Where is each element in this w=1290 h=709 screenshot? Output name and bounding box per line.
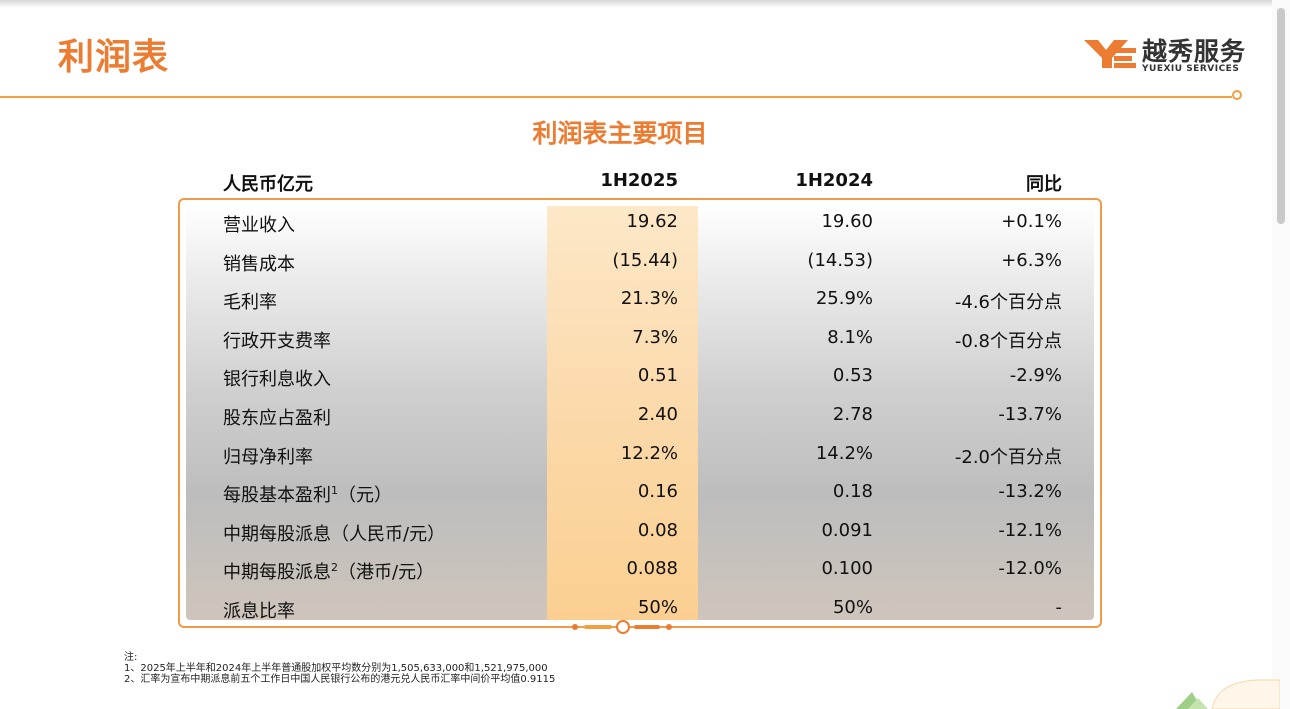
value-yoy: -13.7% <box>998 404 1062 425</box>
row-label: 中期每股派息（人民币/元） <box>223 520 445 546</box>
table-row: 中期每股派息（人民币/元） 0.08 0.091 -12.1% <box>178 512 1102 550</box>
table-row: 营业收入 19.62 19.60 +0.1% <box>178 203 1102 241</box>
footnote-ref: 1 <box>331 484 338 498</box>
pager-dot[interactable] <box>572 624 578 630</box>
row-label-suffix: （港币/元） <box>338 562 435 584</box>
header-divider <box>0 96 1232 98</box>
value-1h2024: 8.1% <box>827 326 873 348</box>
table-row: 银行利息收入 0.51 0.53 -2.9% <box>178 357 1102 395</box>
pager-dot[interactable] <box>666 624 672 630</box>
value-1h2024: 0.100 <box>821 558 873 580</box>
value-1h2024: (14.53) <box>807 249 873 271</box>
scrollbar[interactable] <box>1272 0 1290 709</box>
value-1h2024: 0.53 <box>832 365 873 387</box>
value-1h2025: 7.3% <box>632 326 678 348</box>
row-label: 派息比率 <box>223 597 295 623</box>
value-1h2025: (15.44) <box>612 249 678 271</box>
pager-bar[interactable] <box>584 625 612 629</box>
row-label-text: 派息比率 <box>223 601 295 622</box>
value-1h2024: 25.9% <box>815 288 873 310</box>
value-yoy: -12.0% <box>998 558 1062 580</box>
table-row: 归母净利率 12.2% 14.2% -2.0个百分点 <box>178 435 1102 473</box>
header-divider-dot <box>1232 90 1242 100</box>
logo-text-en: YUEXIU SERVICES <box>1142 64 1240 74</box>
logo-text-cn: 越秀服务 <box>1142 37 1247 66</box>
value-yoy: -12.1% <box>998 519 1062 541</box>
value-yoy: - <box>1055 597 1063 618</box>
row-label-text: 毛利率 <box>223 292 277 314</box>
row-label-text: 中期每股派息（人民币/元） <box>223 523 446 545</box>
footnote-2: 2、汇率为宣布中期派息前五个工作日中国人民银行公布的港元兑人民币汇率中间价平均值… <box>124 674 556 685</box>
value-1h2025: 2.40 <box>637 404 678 425</box>
row-label-text: 股东应占盈利 <box>223 408 331 429</box>
row-label-text: 营业收入 <box>223 215 295 236</box>
scrollbar-thumb[interactable] <box>1277 8 1285 224</box>
pagination-indicator[interactable] <box>570 620 674 634</box>
header-1h2025: 1H2025 <box>600 170 678 191</box>
value-1h2024: 0.091 <box>821 519 873 541</box>
value-1h2024: 0.18 <box>832 481 873 503</box>
yuexiu-logo-icon <box>1084 40 1136 68</box>
table-row: 股东应占盈利 2.40 2.78 -13.7% <box>178 396 1102 434</box>
value-yoy: -4.6个百分点 <box>954 292 1062 314</box>
value-1h2025: 21.3% <box>620 288 678 310</box>
company-logo: 越秀服务 YUEXIU SERVICES <box>1084 32 1248 76</box>
page-title: 利润表 <box>58 37 170 78</box>
row-label-text: 行政开支费率 <box>223 330 331 352</box>
header-1h2024: 1H2024 <box>795 170 873 191</box>
row-label: 中期每股派息2（港币/元） <box>223 558 434 584</box>
row-label-text: 归母净利率 <box>223 446 313 468</box>
value-1h2025: 0.16 <box>637 481 678 503</box>
top-shade <box>0 0 1290 8</box>
row-label-text: 中期每股派息 <box>223 562 331 584</box>
row-label: 股东应占盈利 <box>223 404 331 430</box>
row-label-text: 银行利息收入 <box>223 369 331 391</box>
header-unit: 人民币亿元 <box>223 174 313 195</box>
table-row: 中期每股派息2（港币/元） 0.088 0.100 -12.0% <box>178 550 1102 588</box>
row-label: 行政开支费率 <box>223 327 331 353</box>
value-1h2025: 19.62 <box>626 211 678 232</box>
value-1h2024: 2.78 <box>832 404 873 425</box>
table-row: 行政开支费率 7.3% 8.1% -0.8个百分点 <box>178 319 1102 357</box>
value-yoy: +6.3% <box>1001 249 1062 271</box>
row-label: 毛利率 <box>223 288 277 314</box>
value-yoy: -2.0个百分点 <box>954 446 1062 468</box>
table-header: 人民币亿元 1H2025 1H2024 同比 <box>178 168 1102 196</box>
value-yoy: -13.2% <box>998 481 1062 503</box>
row-label-suffix: （元） <box>338 485 392 507</box>
row-label: 营业收入 <box>223 211 295 237</box>
value-1h2025: 50% <box>637 597 678 618</box>
row-label: 归母净利率 <box>223 443 313 469</box>
table-row: 派息比率 50% 50% - <box>178 589 1102 627</box>
highlight-column-1h2025 <box>547 206 698 620</box>
section-title: 利润表主要项目 <box>532 119 708 148</box>
row-label: 每股基本盈利1（元） <box>223 481 392 507</box>
pager-bar[interactable] <box>634 625 660 629</box>
value-1h2025: 12.2% <box>620 442 678 464</box>
row-label: 销售成本 <box>223 250 295 276</box>
footnotes: 注: 1、2025年上半年和2024年上半年普通股加权平均数分别为1,505,6… <box>124 652 555 685</box>
footnote-heading: 注: <box>124 652 138 663</box>
table-row: 销售成本 (15.44) (14.53) +6.3% <box>178 242 1102 280</box>
corner-decoration-icon <box>1176 679 1280 709</box>
row-label-text: 每股基本盈利 <box>223 485 331 507</box>
footnote-1: 1、2025年上半年和2024年上半年普通股加权平均数分别为1,505,633,… <box>124 663 548 674</box>
header-yoy: 同比 <box>1026 174 1062 195</box>
value-1h2025: 0.08 <box>637 519 678 541</box>
value-1h2024: 50% <box>832 597 873 618</box>
value-yoy: -0.8个百分点 <box>954 330 1062 352</box>
value-yoy: -2.9% <box>1009 365 1062 387</box>
value-1h2025: 0.088 <box>626 558 678 580</box>
table-row: 毛利率 21.3% 25.9% -4.6个百分点 <box>178 280 1102 318</box>
value-1h2024: 19.60 <box>821 211 873 232</box>
table-row: 每股基本盈利1（元） 0.16 0.18 -13.2% <box>178 473 1102 511</box>
value-1h2024: 14.2% <box>815 442 873 464</box>
value-1h2025: 0.51 <box>637 365 678 387</box>
row-label: 银行利息收入 <box>223 365 331 391</box>
row-label-text: 销售成本 <box>223 253 295 275</box>
value-yoy: +0.1% <box>1001 211 1062 232</box>
footnote-ref: 2 <box>331 561 338 575</box>
pager-current-ring[interactable] <box>616 620 630 634</box>
